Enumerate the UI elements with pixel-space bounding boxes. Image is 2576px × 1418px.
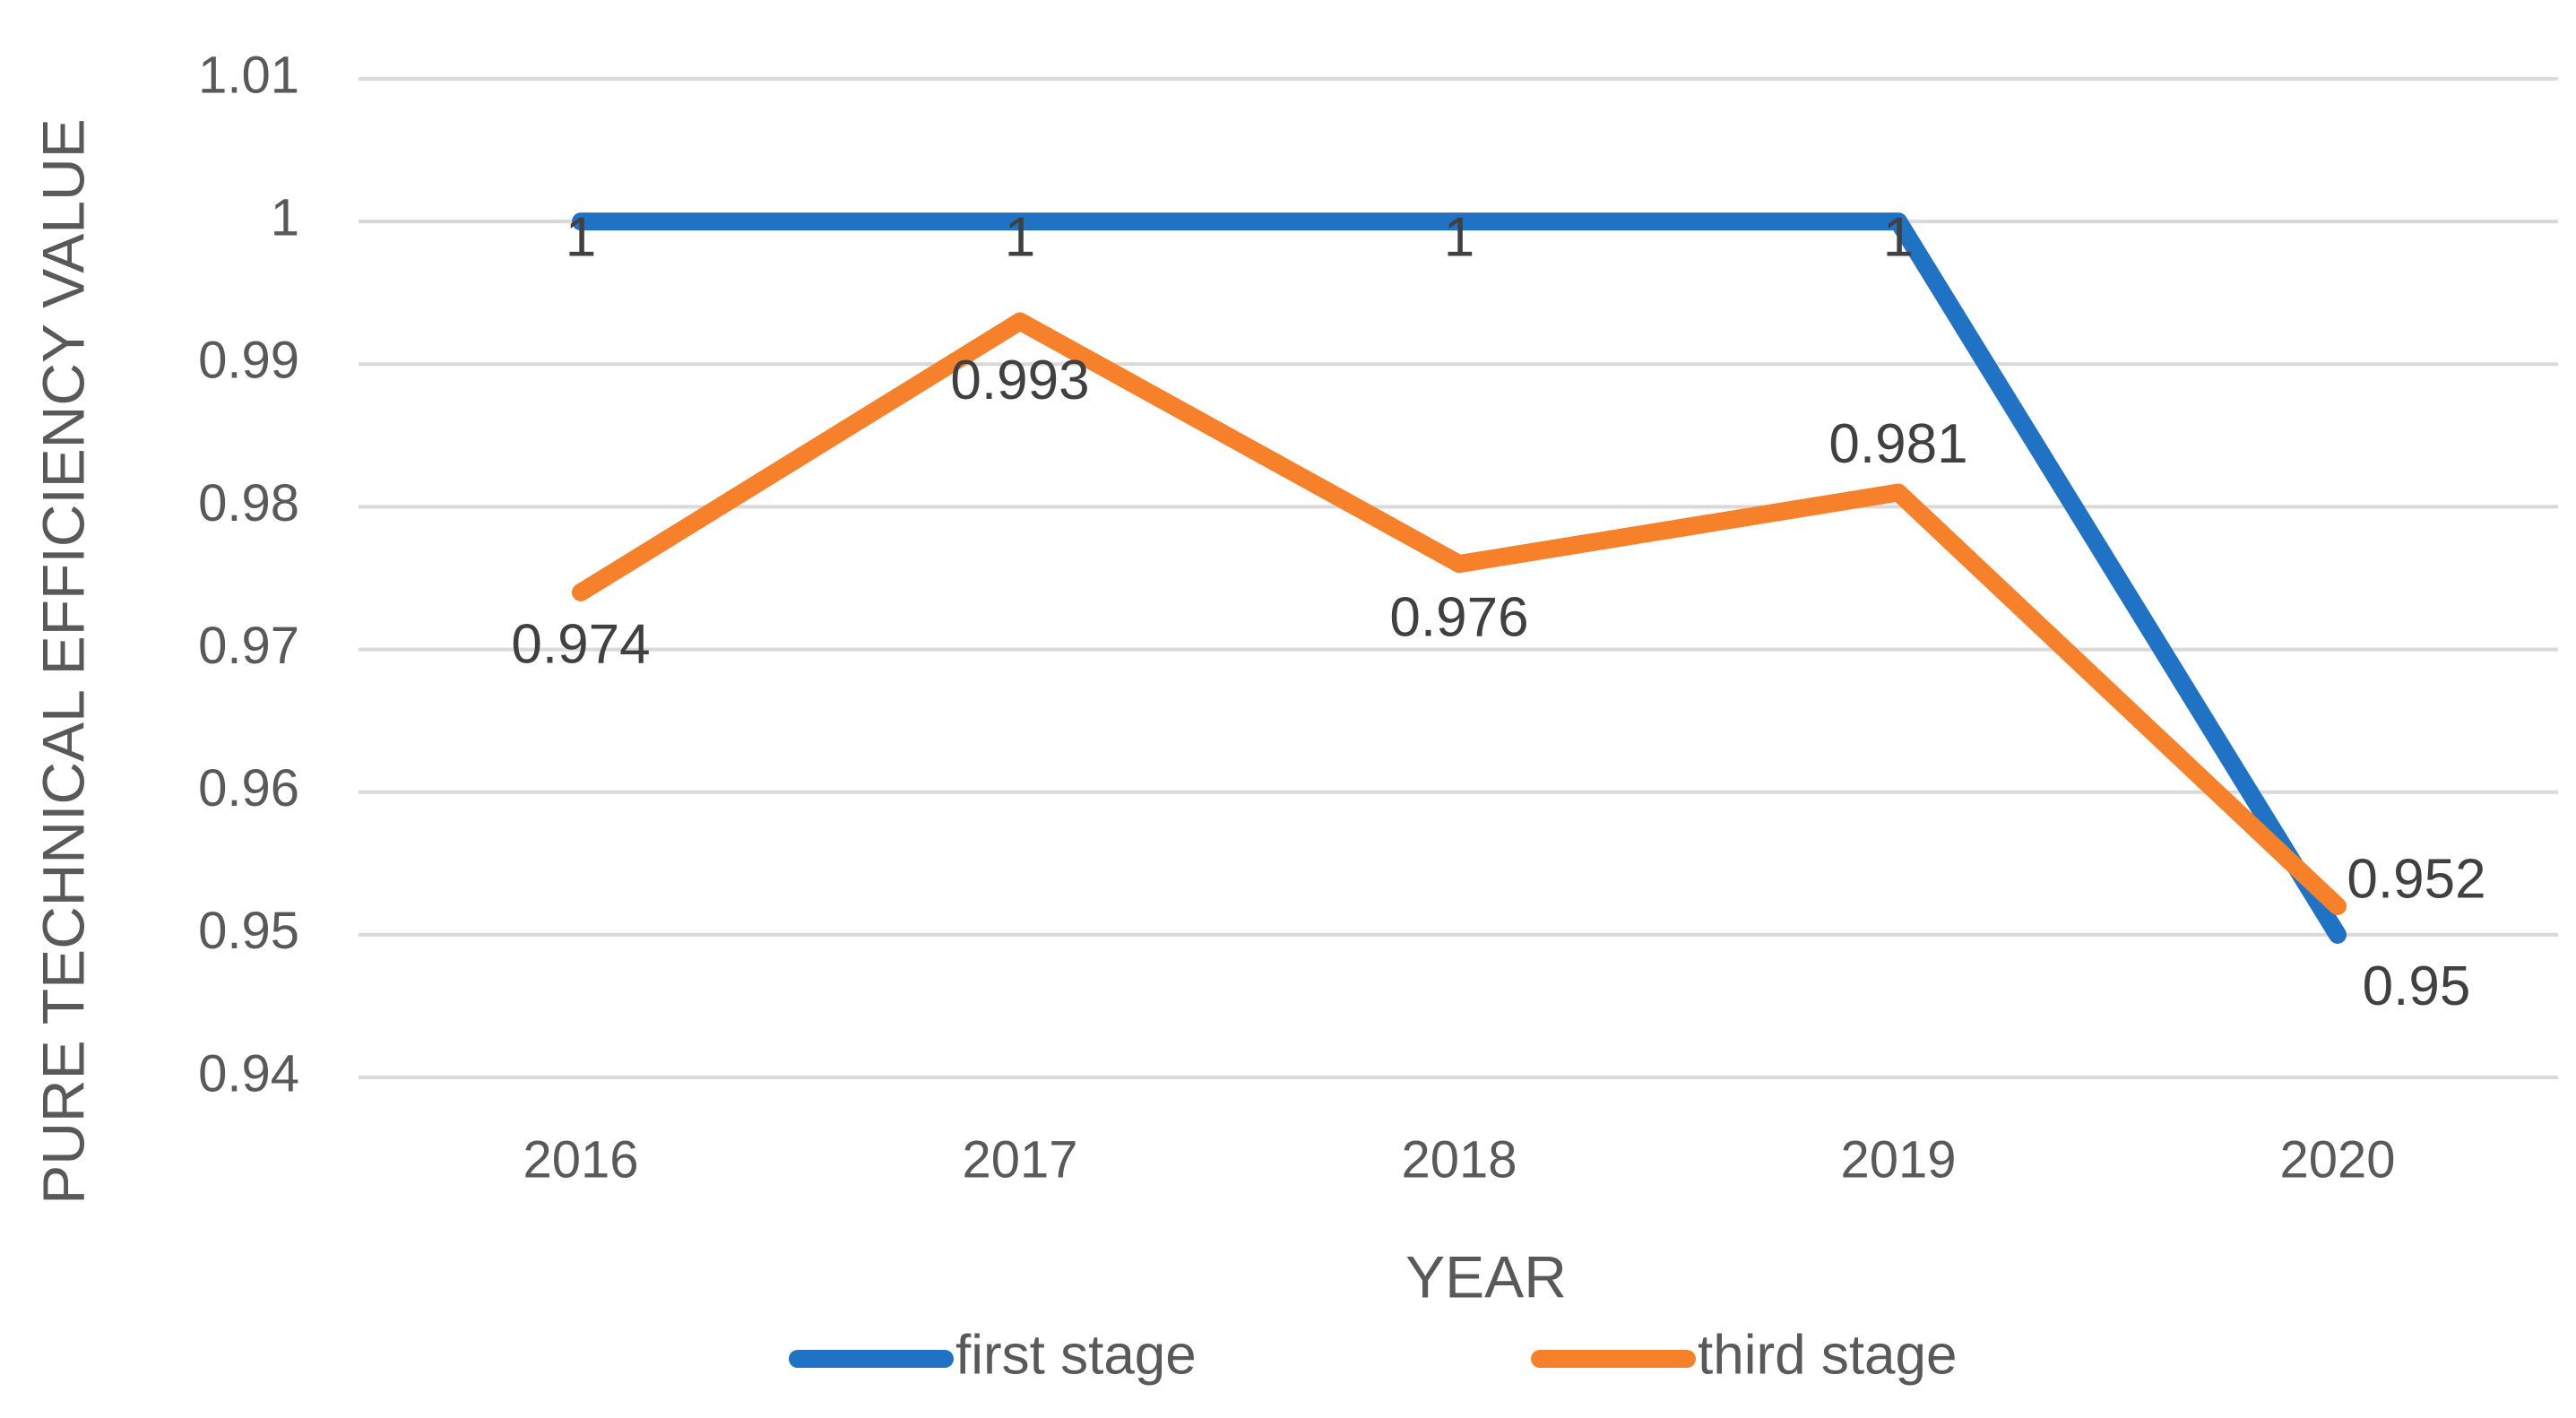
legend: first stage third stage: [789, 1324, 1958, 1386]
y-tick-label: 0.99: [198, 332, 299, 390]
data-label-first-stage: 1: [1005, 207, 1035, 269]
x-tick-label: 2020: [2279, 1130, 2395, 1189]
y-tick-label: 0.96: [198, 759, 299, 817]
y-tick-label: 0.94: [198, 1044, 299, 1102]
x-tick-labels: 2016 2017 2018 2019 2020: [523, 1130, 2395, 1189]
legend-label-third-stage: third stage: [1698, 1324, 1958, 1386]
y-tick-label: 1: [271, 188, 299, 246]
data-label-third-stage: 0.981: [1828, 413, 1967, 475]
data-label-third-stage: 0.952: [2347, 848, 2485, 910]
series-line-third-stage: [572, 312, 2347, 916]
data-label-first-stage: 1: [566, 207, 596, 269]
y-tick-label: 1.01: [198, 46, 299, 104]
data-label-third-stage: 0.974: [511, 613, 650, 675]
x-tick-label: 2016: [523, 1130, 638, 1189]
x-tick-label: 2019: [1840, 1130, 1956, 1189]
y-tick-label: 0.98: [198, 474, 299, 532]
data-label-first-stage: 1: [1444, 207, 1474, 269]
data-label-third-stage: 0.993: [950, 350, 1089, 411]
x-tick-label: 2018: [1401, 1130, 1517, 1189]
data-label-first-stage: 0.95: [2363, 955, 2471, 1017]
x-tick-label: 2017: [962, 1130, 1077, 1189]
y-tick-labels: 0.94 0.95 0.96 0.97 0.98 0.99 1 1.01: [198, 46, 299, 1102]
x-axis-title: YEAR: [1405, 1243, 1567, 1310]
y-tick-label: 0.95: [198, 902, 299, 960]
y-tick-label: 0.97: [198, 617, 299, 675]
y-axis-title: PURE TECHNICAL EFFICIENCY VALUE: [30, 118, 96, 1205]
data-label-first-stage: 1: [1883, 207, 1914, 269]
data-label-third-stage: 0.976: [1389, 586, 1528, 648]
series-lines: [572, 212, 2347, 944]
series-line-first-stage: [572, 212, 2347, 944]
legend-label-first-stage: first stage: [955, 1324, 1197, 1386]
data-labels: 1 1 1 1 0.95 0.974 0.993 0.976 0.981 0.952: [511, 207, 2485, 1018]
